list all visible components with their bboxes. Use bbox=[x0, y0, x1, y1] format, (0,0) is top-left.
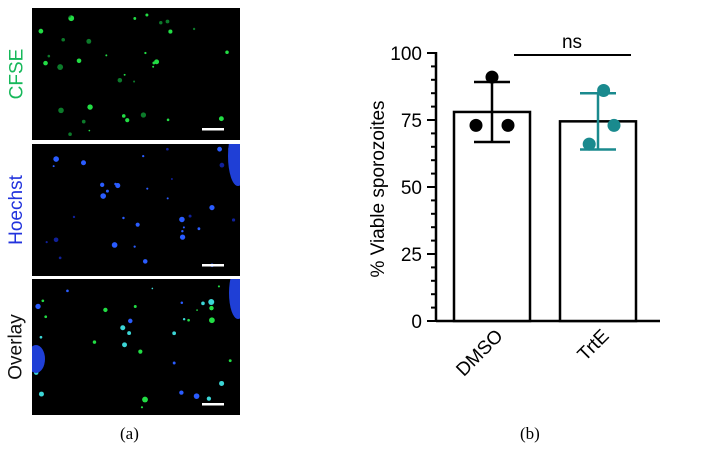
caption-b: (b) bbox=[520, 424, 540, 443]
significance-label: ns bbox=[562, 32, 582, 53]
scale-bar bbox=[202, 403, 224, 406]
scale-bar bbox=[202, 264, 224, 267]
data-point bbox=[597, 84, 611, 98]
y-tick-label: 100 bbox=[390, 44, 422, 65]
hoechst-image bbox=[32, 144, 240, 276]
y-tick-label: 0 bbox=[411, 312, 422, 333]
data-point bbox=[469, 118, 483, 132]
cfse-label: CFSE bbox=[6, 48, 27, 100]
x-tick-label: TrtE bbox=[574, 326, 614, 366]
overlay-label: Overlay bbox=[6, 314, 27, 380]
panel-a: CFSE Hoechst Overlay (a) bbox=[0, 0, 250, 449]
x-tick-label: DMSO bbox=[452, 326, 507, 381]
data-point bbox=[501, 118, 515, 132]
data-point bbox=[582, 137, 596, 151]
bar-trte bbox=[558, 120, 638, 323]
data-point bbox=[485, 70, 499, 84]
overlay-image bbox=[32, 279, 240, 415]
bar-chart: 0 25 50 75 100 % Viable sporozoites ns DMSO TrtE bbox=[368, 32, 660, 381]
y-tick-label: 50 bbox=[401, 178, 422, 199]
y-tick-label: 25 bbox=[401, 245, 422, 266]
y-tick-label: 75 bbox=[401, 111, 422, 132]
chart-panel-b: 0 25 50 75 100 % Viable sporozoites ns DMSO TrtE bbox=[340, 0, 700, 420]
data-point bbox=[607, 118, 621, 132]
hoechst-label: Hoechst bbox=[6, 175, 28, 245]
scale-bar bbox=[202, 128, 224, 131]
cfse-image bbox=[32, 8, 240, 140]
y-axis-label: % Viable sporozoites bbox=[368, 100, 389, 277]
caption-a: (a) bbox=[120, 424, 139, 443]
bar-dmso bbox=[452, 110, 532, 323]
